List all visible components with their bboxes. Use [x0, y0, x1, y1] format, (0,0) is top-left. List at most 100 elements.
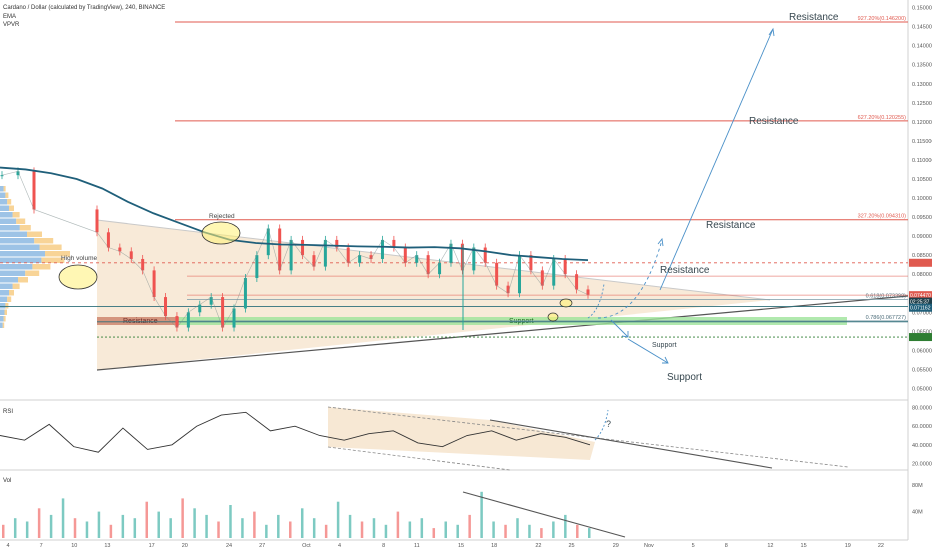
rsi-pane-title[interactable]: RSI: [3, 409, 13, 415]
volume-bar: [588, 528, 591, 538]
resistance-label-3: Resistance: [789, 12, 839, 23]
rejected-highlight[interactable]: [201, 221, 241, 245]
volume-bar: [432, 528, 436, 538]
candle-body: [552, 258, 556, 286]
volume-trendline[interactable]: [462, 491, 626, 538]
time-tick-label: 10: [71, 543, 77, 549]
arrow-down-low[interactable]: [627, 338, 669, 364]
candle-body: [186, 312, 190, 328]
volume-axis[interactable]: 80M 40M: [912, 483, 923, 515]
candle-body: [255, 255, 259, 279]
volume-bar: [145, 501, 149, 538]
time-tick-label: 24: [226, 543, 232, 549]
vpvr-bar: [0, 186, 4, 192]
fib-level-label: 0.618(0.073398): [866, 293, 907, 299]
resistance-zone[interactable]: [97, 317, 179, 325]
rsi-channel-lower[interactable]: [327, 446, 511, 471]
time-tick-label: 12: [767, 543, 773, 549]
volume-bar: [480, 491, 483, 538]
arrow-down-support[interactable]: [610, 319, 629, 338]
time-tick-label: 15: [801, 543, 807, 549]
vpvr-bar: [0, 244, 40, 250]
projection-arrows[interactable]: [587, 27, 775, 364]
rsi-channel-fill[interactable]: [328, 407, 595, 460]
candle-body: [346, 247, 350, 263]
vpvr-bar: [0, 270, 26, 276]
vpvr-bar-up: [5, 303, 9, 309]
arrow-dashed-up[interactable]: [597, 239, 663, 319]
fib-level-label: 927.20%(0.146200): [858, 16, 906, 22]
vpvr-bar-up: [12, 212, 20, 218]
arrow-to-top-resistance[interactable]: [659, 28, 774, 291]
vpvr-bar-up: [5, 192, 9, 198]
resistance-label-2: Resistance: [749, 116, 799, 127]
touch-highlight-1[interactable]: [547, 312, 559, 322]
volume-bar: [205, 514, 208, 538]
volume-bar: [133, 518, 137, 538]
candle-body: [243, 278, 247, 309]
volume-bar: [277, 514, 280, 538]
volume-bar: [444, 521, 447, 538]
vpvr-bar-up: [34, 238, 54, 244]
ema-series: [0, 166, 589, 262]
candle-body: [483, 247, 487, 263]
candle-body: [16, 171, 20, 176]
time-tick-label: 7: [40, 543, 43, 549]
candle-body: [209, 297, 213, 305]
vpvr-bar-up: [45, 251, 70, 257]
volume-pane-title[interactable]: Vol: [3, 478, 11, 484]
vpvr-bar: [0, 264, 33, 270]
price-tag-label: 02:25:37: [910, 300, 930, 306]
volume-profile: [0, 186, 70, 328]
time-tick-label: 15: [458, 543, 464, 549]
volume-bar: [396, 511, 400, 538]
candle-body: [221, 297, 225, 328]
resistance-label-mid: Resistance: [660, 265, 710, 276]
rsi-line[interactable]: [0, 411, 591, 453]
candle-body: [540, 270, 544, 286]
vpvr-bar-up: [32, 264, 51, 270]
vpvr-bar: [0, 231, 27, 237]
time-tick-label: 22: [878, 543, 884, 549]
volume-bar: [540, 528, 543, 538]
vpvr-bar: [0, 225, 20, 231]
chart-title: Cardano / Dollar (calculated by TradingV…: [3, 5, 165, 11]
volume-bar: [193, 508, 196, 538]
vpvr-bar-up: [9, 205, 14, 211]
candle-body: [278, 228, 282, 271]
rsi-axis[interactable]: 80.0000 60.0000 40.0000 20.0000: [912, 406, 932, 468]
candle-body: [449, 243, 453, 263]
candle-body: [380, 239, 384, 259]
volume-bar: [229, 505, 232, 538]
candle-body: [472, 247, 476, 271]
candle-body: [506, 285, 510, 294]
level-lines: 927.20%(0.146200) 627.20%(0.120255) 327.20…: [0, 16, 908, 338]
arrow-dashed-short[interactable]: [587, 283, 605, 319]
volume-bar: [336, 501, 340, 538]
vpvr-bar: [0, 296, 8, 302]
touch-highlight-2[interactable]: [559, 298, 573, 308]
vpvr-bar: [0, 283, 13, 289]
time-axis[interactable]: 4 7 10 13 17 20 24 27 Oct 4 8 11 15 18 22 25 29 Nov 5 8 12 15…: [6, 543, 884, 549]
indicator-vpvr-label[interactable]: VPVR: [3, 22, 20, 28]
triangle-lower-trendline[interactable]: [96, 295, 909, 371]
candle-body: [289, 239, 293, 271]
high-volume-highlight[interactable]: [58, 264, 98, 290]
vpvr-bar: [0, 277, 18, 283]
candle-body: [118, 247, 122, 252]
rsi-trendline[interactable]: [489, 419, 773, 469]
vpvr-bar: [0, 309, 5, 315]
time-tick-label: 13: [104, 543, 110, 549]
ema-line[interactable]: [0, 166, 589, 262]
indicator-ema-label[interactable]: EMA: [3, 14, 16, 20]
volume-bar: [408, 521, 412, 538]
volume-bar: [360, 521, 364, 538]
